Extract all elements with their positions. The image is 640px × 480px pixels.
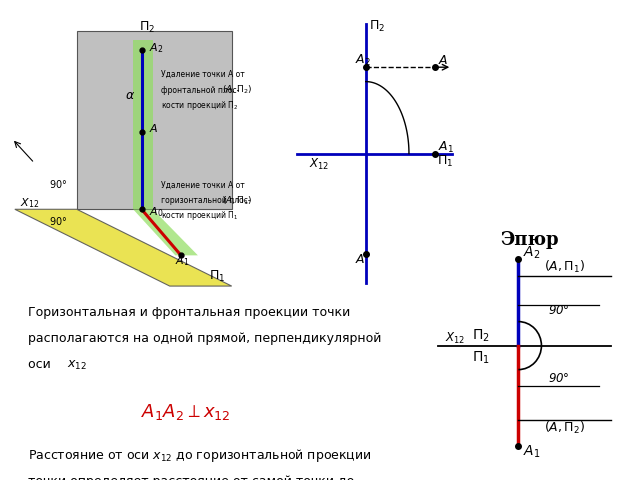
Text: $(A,\Pi_1)$: $(A,\Pi_1)$ <box>544 259 585 276</box>
Text: $A$: $A$ <box>355 253 365 266</box>
Text: $A_1$: $A_1$ <box>523 444 541 460</box>
Text: $A_2$: $A_2$ <box>355 53 371 69</box>
Text: располагаются на одной прямой, перпендикулярной: располагаются на одной прямой, перпендик… <box>28 332 381 345</box>
Text: точки определяет расстояние от самой точки до: точки определяет расстояние от самой точ… <box>28 475 355 480</box>
Text: Удаление точки A от: Удаление точки A от <box>161 70 245 79</box>
Text: $\Pi_1$: $\Pi_1$ <box>436 154 453 169</box>
FancyBboxPatch shape <box>77 31 232 209</box>
Text: $\Pi_1$: $\Pi_1$ <box>209 269 225 284</box>
Text: $A$: $A$ <box>148 122 158 134</box>
Text: $A_1$: $A_1$ <box>175 254 190 268</box>
Text: $A_2$: $A_2$ <box>523 245 540 261</box>
Text: кости проекций $\Pi_1$: кости проекций $\Pi_1$ <box>161 209 239 223</box>
Text: $A_2$: $A_2$ <box>148 41 163 55</box>
Text: $(A,\Pi_1)$: $(A,\Pi_1)$ <box>222 194 252 206</box>
Text: $A_0$: $A_0$ <box>148 205 163 219</box>
Text: $x_{12}$: $x_{12}$ <box>67 359 86 372</box>
Text: 90$\degree$: 90$\degree$ <box>49 178 67 190</box>
Text: $A$: $A$ <box>438 54 449 67</box>
Polygon shape <box>133 209 198 255</box>
Text: Эпюр: Эпюр <box>500 231 559 249</box>
Text: $\Pi_2$: $\Pi_2$ <box>472 327 490 344</box>
Text: 90$\degree$: 90$\degree$ <box>49 215 67 227</box>
Text: $\Pi_1$: $\Pi_1$ <box>472 349 490 366</box>
Text: $(A,\Pi_2)$: $(A,\Pi_2)$ <box>222 84 252 96</box>
Text: Горизонтальная и фронтальная проекции точки: Горизонтальная и фронтальная проекции то… <box>28 306 351 319</box>
Text: фронтальной плос-: фронтальной плос- <box>161 85 239 95</box>
Text: кости проекций $\Pi_2$: кости проекций $\Pi_2$ <box>161 99 239 112</box>
Text: $X_{12}$: $X_{12}$ <box>308 157 329 172</box>
Text: $\alpha$: $\alpha$ <box>125 89 135 102</box>
Text: $(A,\Pi_2)$: $(A,\Pi_2)$ <box>544 420 585 436</box>
Text: $X_{12}$: $X_{12}$ <box>445 331 465 346</box>
Text: $A_1A_2 \perp x_{12}$: $A_1A_2 \perp x_{12}$ <box>141 402 230 422</box>
Text: $A_1$: $A_1$ <box>438 140 454 155</box>
Polygon shape <box>15 209 232 286</box>
Polygon shape <box>133 40 153 209</box>
Text: горизонтальной плос-: горизонтальной плос- <box>161 196 251 205</box>
Text: 90$\degree$: 90$\degree$ <box>548 304 570 317</box>
Text: $\Pi_2$: $\Pi_2$ <box>139 20 155 35</box>
Text: $X_{12}$: $X_{12}$ <box>20 196 40 210</box>
Text: Удаление точки A от: Удаление точки A от <box>161 181 245 190</box>
Text: Расстояние от оси $x_{12}$ до горизонтальной проекции: Расстояние от оси $x_{12}$ до горизонтал… <box>28 447 372 464</box>
Text: 90$\degree$: 90$\degree$ <box>548 372 570 384</box>
Text: $\Pi_2$: $\Pi_2$ <box>369 19 385 34</box>
Text: оси: оси <box>28 358 55 371</box>
